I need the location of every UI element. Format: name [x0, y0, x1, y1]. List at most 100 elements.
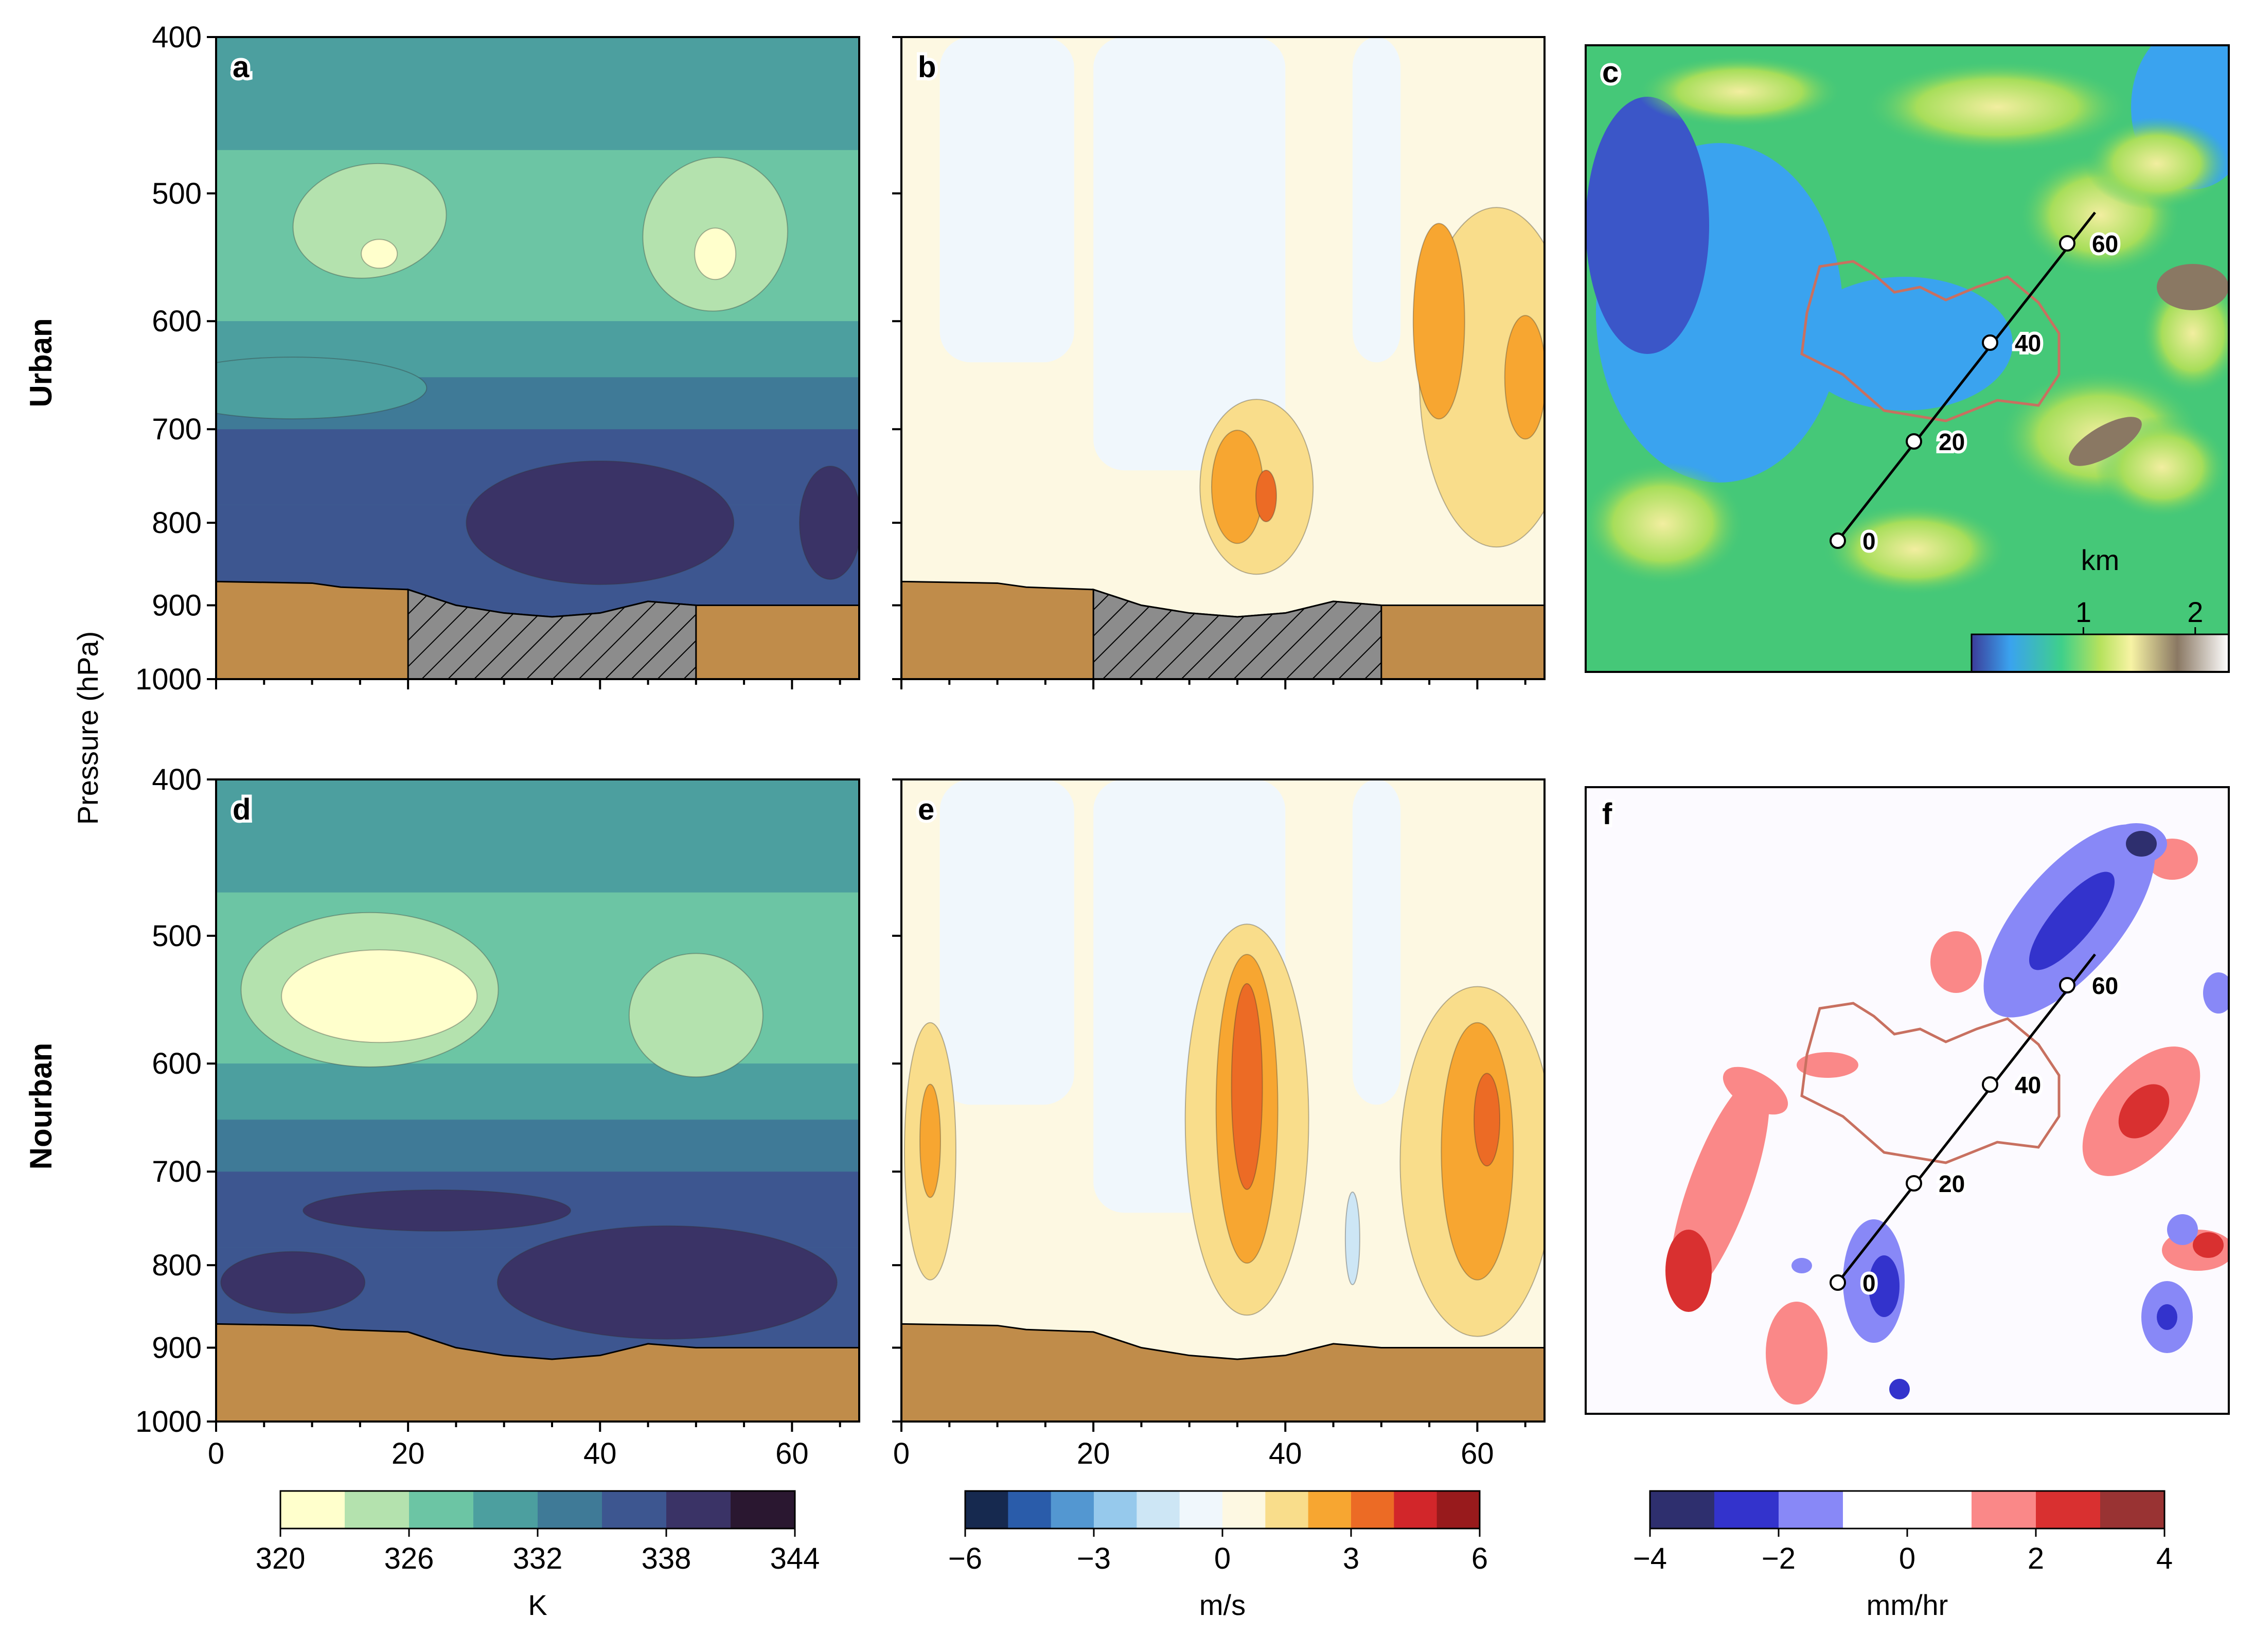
precip-cell [2029, 872, 2115, 970]
precip-cell [1791, 1258, 1812, 1273]
terrain-surface [901, 1323, 1545, 1422]
y-tick-label: 500 [152, 919, 202, 953]
y-tick-label: 700 [152, 1155, 202, 1188]
panel-letter: a [233, 50, 250, 84]
panel-letter: d [233, 793, 251, 826]
colorbar-unit: mm/hr [1867, 1589, 1948, 1621]
panel-f-precip-diff-map: 0 20 40 60 f [1585, 786, 2230, 1415]
colorbar-swatch [1907, 1491, 1972, 1529]
transect-label: 40 [2015, 1072, 2041, 1098]
terrain-peak [2157, 264, 2229, 310]
panel-c-terrain-map: 0 20 40 60 1 2 km c [1585, 44, 2230, 673]
w-contour [1504, 315, 1545, 440]
terrain-colorbar-tick-label: 2 [2187, 596, 2203, 628]
colorbar-swatch [1308, 1491, 1352, 1529]
y-axis-title: Pressure (hPa) [72, 631, 104, 825]
panel-frame [215, 778, 860, 1423]
colorbar-swatch [1051, 1491, 1094, 1529]
x-tick-label: 20 [392, 1437, 425, 1470]
colorbar-tick-label: −6 [948, 1542, 982, 1575]
colorbar-swatch [345, 1491, 410, 1529]
precip-cell [1766, 1302, 1827, 1405]
precip-cell [1889, 1379, 1910, 1399]
y-tick-label: 700 [152, 413, 202, 446]
colorbar-swatch [1179, 1491, 1223, 1529]
transect-label: 0 [1862, 528, 1876, 555]
urban-outline [1800, 260, 2061, 422]
transect-point [1982, 334, 1998, 351]
w-contour [939, 779, 1074, 1105]
colorbar-unit: K [528, 1589, 547, 1621]
theta-band [216, 1063, 859, 1120]
colorbar-swatch [1436, 1491, 1480, 1529]
theta-contour [799, 466, 859, 580]
colorbar-swatch [1265, 1491, 1309, 1529]
row-label-nourban: Nourban [24, 1043, 58, 1170]
terrain-colorbar-unit: km [2081, 544, 2120, 576]
x-tick-label: 0 [208, 1437, 224, 1470]
terrain-colorbar-tick-label: 1 [2075, 596, 2091, 628]
w-contour [919, 1083, 941, 1198]
colorbar-swatch [1137, 1491, 1180, 1529]
theta-contour [628, 953, 764, 1078]
transect-label: 60 [2092, 972, 2118, 999]
w-contour [1352, 779, 1401, 1105]
panel-letter: c [1602, 56, 1619, 89]
colorbar-swatch [1351, 1491, 1394, 1529]
precip-cell [1665, 1230, 1712, 1312]
y-tick-label: 500 [152, 177, 202, 210]
transect-point [1982, 1076, 1998, 1093]
colorbar-tick-label: 0 [1899, 1542, 1915, 1575]
x-tick-label: 60 [775, 1437, 809, 1470]
colorbar-tick-label: 6 [1471, 1542, 1488, 1575]
terrain-high [1822, 503, 2008, 596]
urban-hatched-region [407, 588, 697, 679]
terrain-high [2085, 117, 2229, 210]
colorbar-tick-label: 344 [770, 1542, 820, 1575]
theta-contour [292, 163, 447, 279]
colorbar-tick-label: 326 [384, 1542, 434, 1575]
panel-frame [900, 36, 1546, 680]
colorbar-swatch [2036, 1491, 2101, 1529]
colorbar-tick-label: 338 [642, 1542, 691, 1575]
transect-line [1837, 211, 2096, 542]
transect-point [1830, 532, 1846, 549]
colorbar-theta: 320 326 332 338 344 K [256, 1490, 820, 1621]
colorbar-tick-label: −2 [1762, 1542, 1796, 1575]
w-contour [939, 37, 1074, 363]
colorbar-swatch [280, 1491, 345, 1529]
y-tick-label: 400 [152, 763, 202, 796]
panel-frame [1585, 44, 2230, 673]
colorbar-tick-label: 0 [1214, 1542, 1231, 1575]
x-tick-label: 40 [1269, 1437, 1302, 1470]
colorbar-unit: m/s [1199, 1589, 1246, 1621]
transect-point [2059, 977, 2075, 993]
x-tick-label: 40 [583, 1437, 617, 1470]
colorbar-swatch [666, 1491, 731, 1529]
precip-cell [2126, 831, 2157, 857]
colorbar-swatch [731, 1491, 795, 1529]
colorbar-swatch [409, 1491, 474, 1529]
y-tick-label: 600 [152, 1047, 202, 1080]
terrain-low [1797, 277, 2013, 411]
y-tick-label: 400 [152, 21, 202, 54]
theta-contour [216, 357, 428, 420]
w-contour [1412, 223, 1465, 420]
theta-band [216, 779, 859, 893]
colorbar-tick-label: −3 [1077, 1542, 1111, 1575]
precip-cell [1797, 1052, 1858, 1078]
y-tick-label: 1000 [135, 663, 202, 696]
theta-contour [281, 949, 478, 1043]
theta-contour [220, 1251, 366, 1314]
precip-cell [1930, 931, 1982, 993]
colorbar-swatch [602, 1491, 667, 1529]
colorbar-swatch [538, 1491, 602, 1529]
colorbar-tick-label: 2 [2028, 1542, 2044, 1575]
precip-cell [2157, 1304, 2177, 1330]
colorbar-swatch [1650, 1491, 1715, 1529]
w-contour [1344, 1192, 1360, 1286]
x-tick-label: 60 [1461, 1437, 1494, 1470]
y-tick-label: 1000 [135, 1405, 202, 1438]
panel-a-theta-urban: 400 500 600 700 800 900 1000 a [135, 21, 860, 696]
